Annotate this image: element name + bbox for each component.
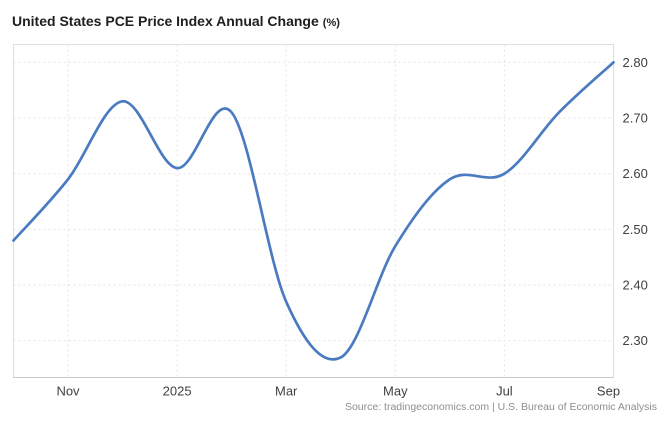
chart-title-text: United States PCE Price Index Annual Cha…	[12, 13, 319, 29]
x-axis-tick-label: Mar	[275, 384, 298, 399]
y-axis-tick-label: 2.40	[623, 278, 648, 293]
y-axis-tick-label: 2.70	[623, 111, 648, 126]
chart-title: United States PCE Price Index Annual Cha…	[12, 13, 340, 29]
y-axis-tick-label: 2.60	[623, 166, 648, 181]
x-axis-tick-label: May	[383, 384, 408, 399]
chart-title-unit: (%)	[322, 17, 340, 29]
x-axis-tick-label: 2025	[163, 384, 192, 399]
x-axis-tick-label: Jul	[496, 384, 513, 399]
x-axis-tick-label: Nov	[56, 384, 80, 399]
y-axis-tick-label: 2.80	[623, 55, 648, 70]
plot-border	[13, 44, 614, 378]
pce-series-line[interactable]	[12, 60, 615, 361]
x-axis-tick-label: Sep	[597, 384, 620, 399]
source-attribution: Source: tradingeconomics.com | U.S. Bure…	[344, 401, 657, 413]
y-axis-tick-label: 2.30	[623, 333, 648, 348]
y-axis-tick-label: 2.50	[623, 222, 648, 237]
